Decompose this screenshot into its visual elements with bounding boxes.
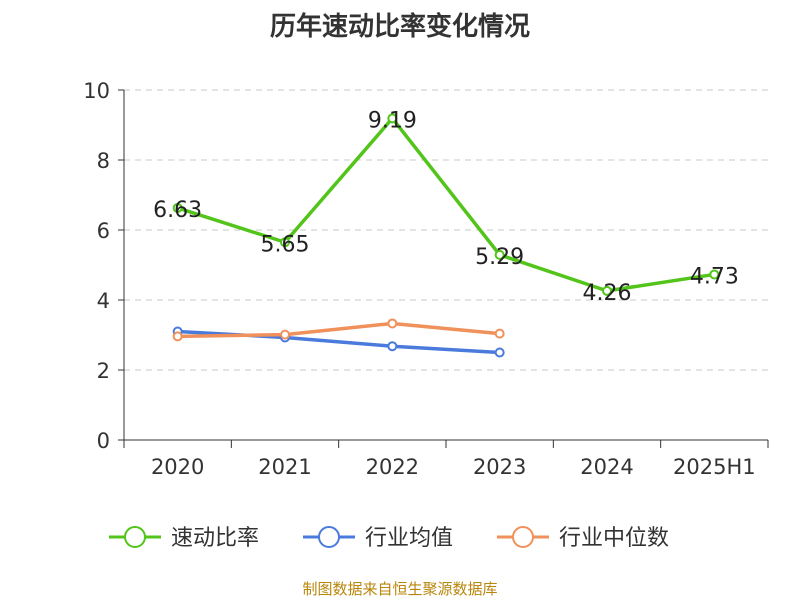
data-label: 4.26 (583, 281, 632, 306)
series-lines (177, 116, 715, 355)
data-point (387, 341, 398, 352)
data-labels: 6.63 5.65 9.19 5.29 4.26 4.73 (153, 108, 739, 306)
series-line (177, 116, 715, 293)
legend-label: 行业均值 (365, 526, 453, 551)
legend-label: 行业中位数 (559, 526, 669, 551)
data-point (280, 237, 290, 248)
y-tick-label: 4 (97, 289, 110, 313)
legend-marker (124, 526, 146, 548)
data-point (280, 329, 290, 340)
data-point (494, 328, 505, 339)
grid-lines (124, 89, 768, 371)
legend-marker (512, 526, 534, 548)
y-tick-label: 2 (97, 359, 110, 383)
data-point (494, 249, 505, 260)
data-label: 6.63 (153, 198, 202, 223)
data-point (172, 202, 183, 213)
data-point (494, 347, 505, 358)
legend-item: 行业均值 (303, 526, 453, 551)
series-line (177, 321, 500, 339)
legend-label: 速动比率 (171, 526, 259, 551)
legend-marker (318, 526, 340, 548)
data-point (387, 318, 398, 329)
data-point (172, 331, 183, 342)
x-tick-label: 2022 (366, 455, 419, 479)
series-points (172, 113, 720, 358)
y-tick-label: 0 (97, 429, 110, 453)
data-label: 9.19 (368, 108, 417, 133)
y-tick-label: 8 (97, 149, 110, 173)
axes (118, 89, 769, 448)
source-note: 制图数据来自恒生聚源数据库 (302, 580, 498, 598)
y-tick-label: 10 (83, 79, 110, 103)
legend: 速动比率 行业均值 行业中位数 (109, 526, 669, 551)
data-label: 4.73 (690, 264, 739, 289)
x-tick-label: 2021 (258, 455, 311, 479)
x-tick-label: 2020 (151, 455, 204, 479)
data-point (709, 269, 720, 280)
data-label: 5.29 (475, 245, 524, 270)
x-tick-label: 2023 (473, 455, 526, 479)
tick-labels: 0 2 4 6 8 10 2020 2021 2022 2023 2024 2025H1 (83, 79, 755, 479)
y-tick-label: 6 (97, 219, 110, 243)
x-tick-label: 2024 (580, 455, 633, 479)
data-point (387, 113, 398, 124)
x-tick-label: 2025H1 (673, 455, 756, 479)
data-point (602, 285, 612, 296)
legend-item: 行业中位数 (497, 526, 669, 551)
legend-item: 速动比率 (109, 526, 259, 551)
chart-title: 历年速动比率变化情况 (269, 12, 530, 42)
data-label: 5.65 (261, 232, 310, 257)
